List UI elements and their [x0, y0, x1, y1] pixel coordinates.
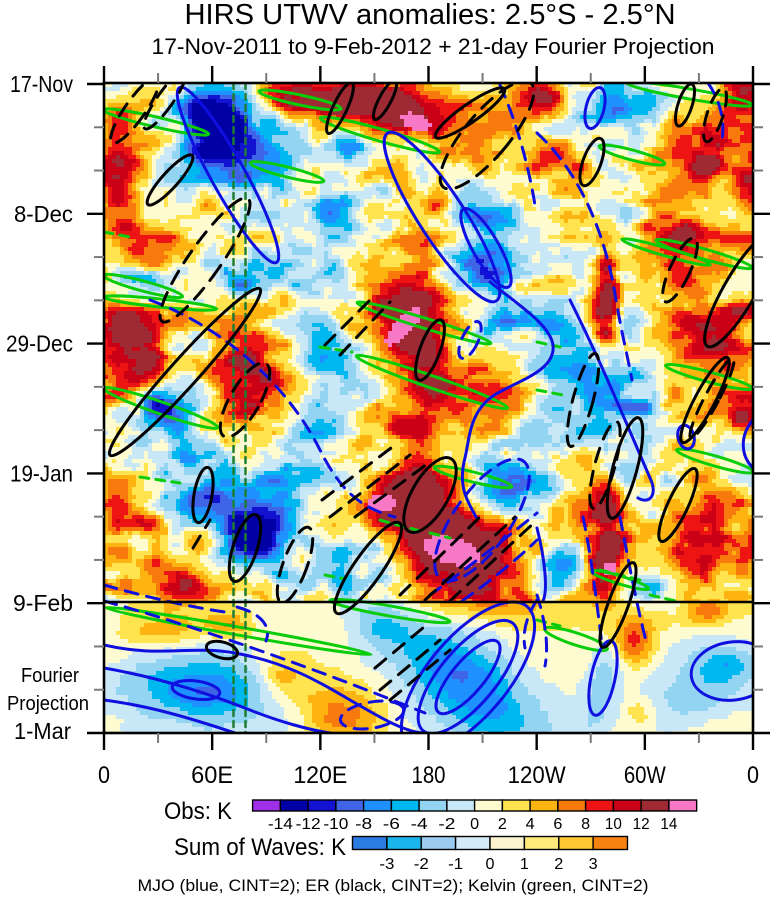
svg-text:-2: -2 [438, 816, 455, 833]
svg-text:-10: -10 [323, 816, 348, 833]
svg-text:60W: 60W [624, 762, 666, 789]
svg-text:1-Mar: 1-Mar [14, 718, 71, 744]
svg-text:Projection: Projection [7, 693, 89, 715]
svg-text:29-Dec: 29-Dec [6, 331, 73, 357]
svg-text:0: 0 [98, 762, 110, 789]
svg-text:-6: -6 [383, 816, 400, 833]
svg-text:8-Dec: 8-Dec [14, 201, 73, 227]
svg-text:0: 0 [486, 856, 495, 873]
svg-text:17-Nov-2011 to 9-Feb-2012 + 21: 17-Nov-2011 to 9-Feb-2012 + 21-day Fouri… [152, 34, 715, 59]
svg-text:-4: -4 [411, 816, 428, 833]
svg-text:12: 12 [633, 816, 650, 833]
svg-text:-3: -3 [379, 856, 394, 873]
svg-text:1: 1 [520, 856, 529, 873]
svg-text:3: 3 [589, 856, 598, 873]
svg-text:4: 4 [526, 816, 535, 833]
svg-text:2: 2 [554, 856, 563, 873]
svg-text:-12: -12 [296, 816, 321, 833]
svg-text:8: 8 [581, 816, 590, 833]
svg-text:Fourier: Fourier [21, 665, 79, 687]
svg-text:14: 14 [660, 816, 677, 833]
svg-text:Obs: K: Obs: K [164, 798, 232, 825]
svg-text:180: 180 [412, 762, 446, 789]
svg-text:2: 2 [498, 816, 507, 833]
svg-text:-1: -1 [448, 856, 463, 873]
svg-text:120E: 120E [293, 762, 347, 789]
svg-text:6: 6 [553, 816, 562, 833]
svg-text:0: 0 [470, 816, 479, 833]
svg-text:-8: -8 [355, 816, 372, 833]
svg-text:HIRS UTWV anomalies: 2.5°S - 2: HIRS UTWV anomalies: 2.5°S - 2.5°N [185, 0, 676, 31]
svg-text:19-Jan: 19-Jan [10, 460, 73, 486]
svg-text:9-Feb: 9-Feb [13, 590, 73, 616]
svg-text:17-Nov: 17-Nov [10, 71, 73, 97]
svg-text:-2: -2 [414, 856, 429, 873]
svg-text:60E: 60E [191, 762, 233, 789]
svg-text:-14: -14 [268, 816, 293, 833]
svg-text:0: 0 [747, 762, 759, 789]
svg-text:MJO (blue, CINT=2); ER (black,: MJO (blue, CINT=2); ER (black, CINT=2); … [138, 876, 649, 895]
svg-text:Sum of Waves: K: Sum of Waves: K [174, 834, 346, 861]
svg-text:10: 10 [605, 816, 622, 833]
svg-text:120W: 120W [508, 762, 566, 789]
